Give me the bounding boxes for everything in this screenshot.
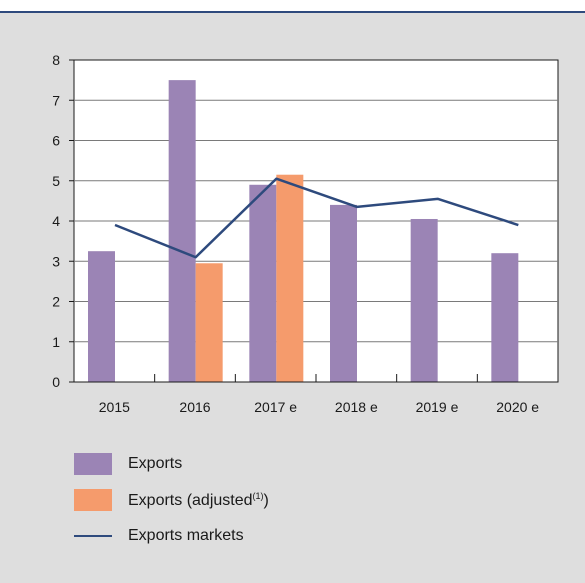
bar-exports [330, 204, 357, 382]
x-tick-label: 2017 e [254, 399, 297, 415]
y-tick-label: 7 [52, 92, 60, 108]
y-tick-label: 5 [52, 173, 60, 189]
y-tick-label: 4 [52, 213, 60, 229]
y-tick-label: 3 [52, 253, 60, 269]
legend-item-exports-adjusted: Exports (adjusted(1)) [74, 482, 269, 518]
y-tick-label: 8 [52, 52, 60, 68]
legend-label-exports: Exports [128, 455, 183, 472]
bar-exports-adjusted [276, 174, 304, 382]
y-tick-label: 2 [52, 294, 60, 310]
y-tick-label: 6 [52, 133, 60, 149]
top-rule [0, 11, 585, 13]
bar-exports [168, 80, 196, 382]
legend-swatch-exports-markets [74, 535, 112, 537]
line-exports-markets [114, 177, 519, 259]
legend-item-exports: Exports [74, 446, 269, 482]
bar-exports [491, 253, 519, 382]
y-tick-label: 1 [52, 334, 60, 350]
legend-swatch-exports-adjusted [74, 489, 112, 511]
bar-exports [88, 251, 115, 382]
x-tick-label: 2018 e [335, 399, 378, 415]
bar-exports-adjusted [195, 263, 223, 382]
x-tick-label: 2016 [179, 399, 210, 415]
legend-swatch-exports [74, 453, 112, 475]
bar-exports [410, 218, 438, 382]
x-tick-label: 2019 e [416, 399, 459, 415]
legend-label-exports-markets: Exports markets [128, 527, 244, 544]
legend: Exports Exports (adjusted(1)) Exports ma… [74, 446, 269, 554]
legend-item-exports-markets: Exports markets [74, 518, 269, 554]
x-tick-label: 2020 e [496, 399, 539, 415]
legend-label-exports-adjusted: Exports (adjusted(1)) [128, 490, 269, 509]
y-tick-label: 0 [52, 374, 60, 390]
x-tick-label: 2015 [99, 399, 130, 415]
bar-exports [249, 184, 277, 382]
